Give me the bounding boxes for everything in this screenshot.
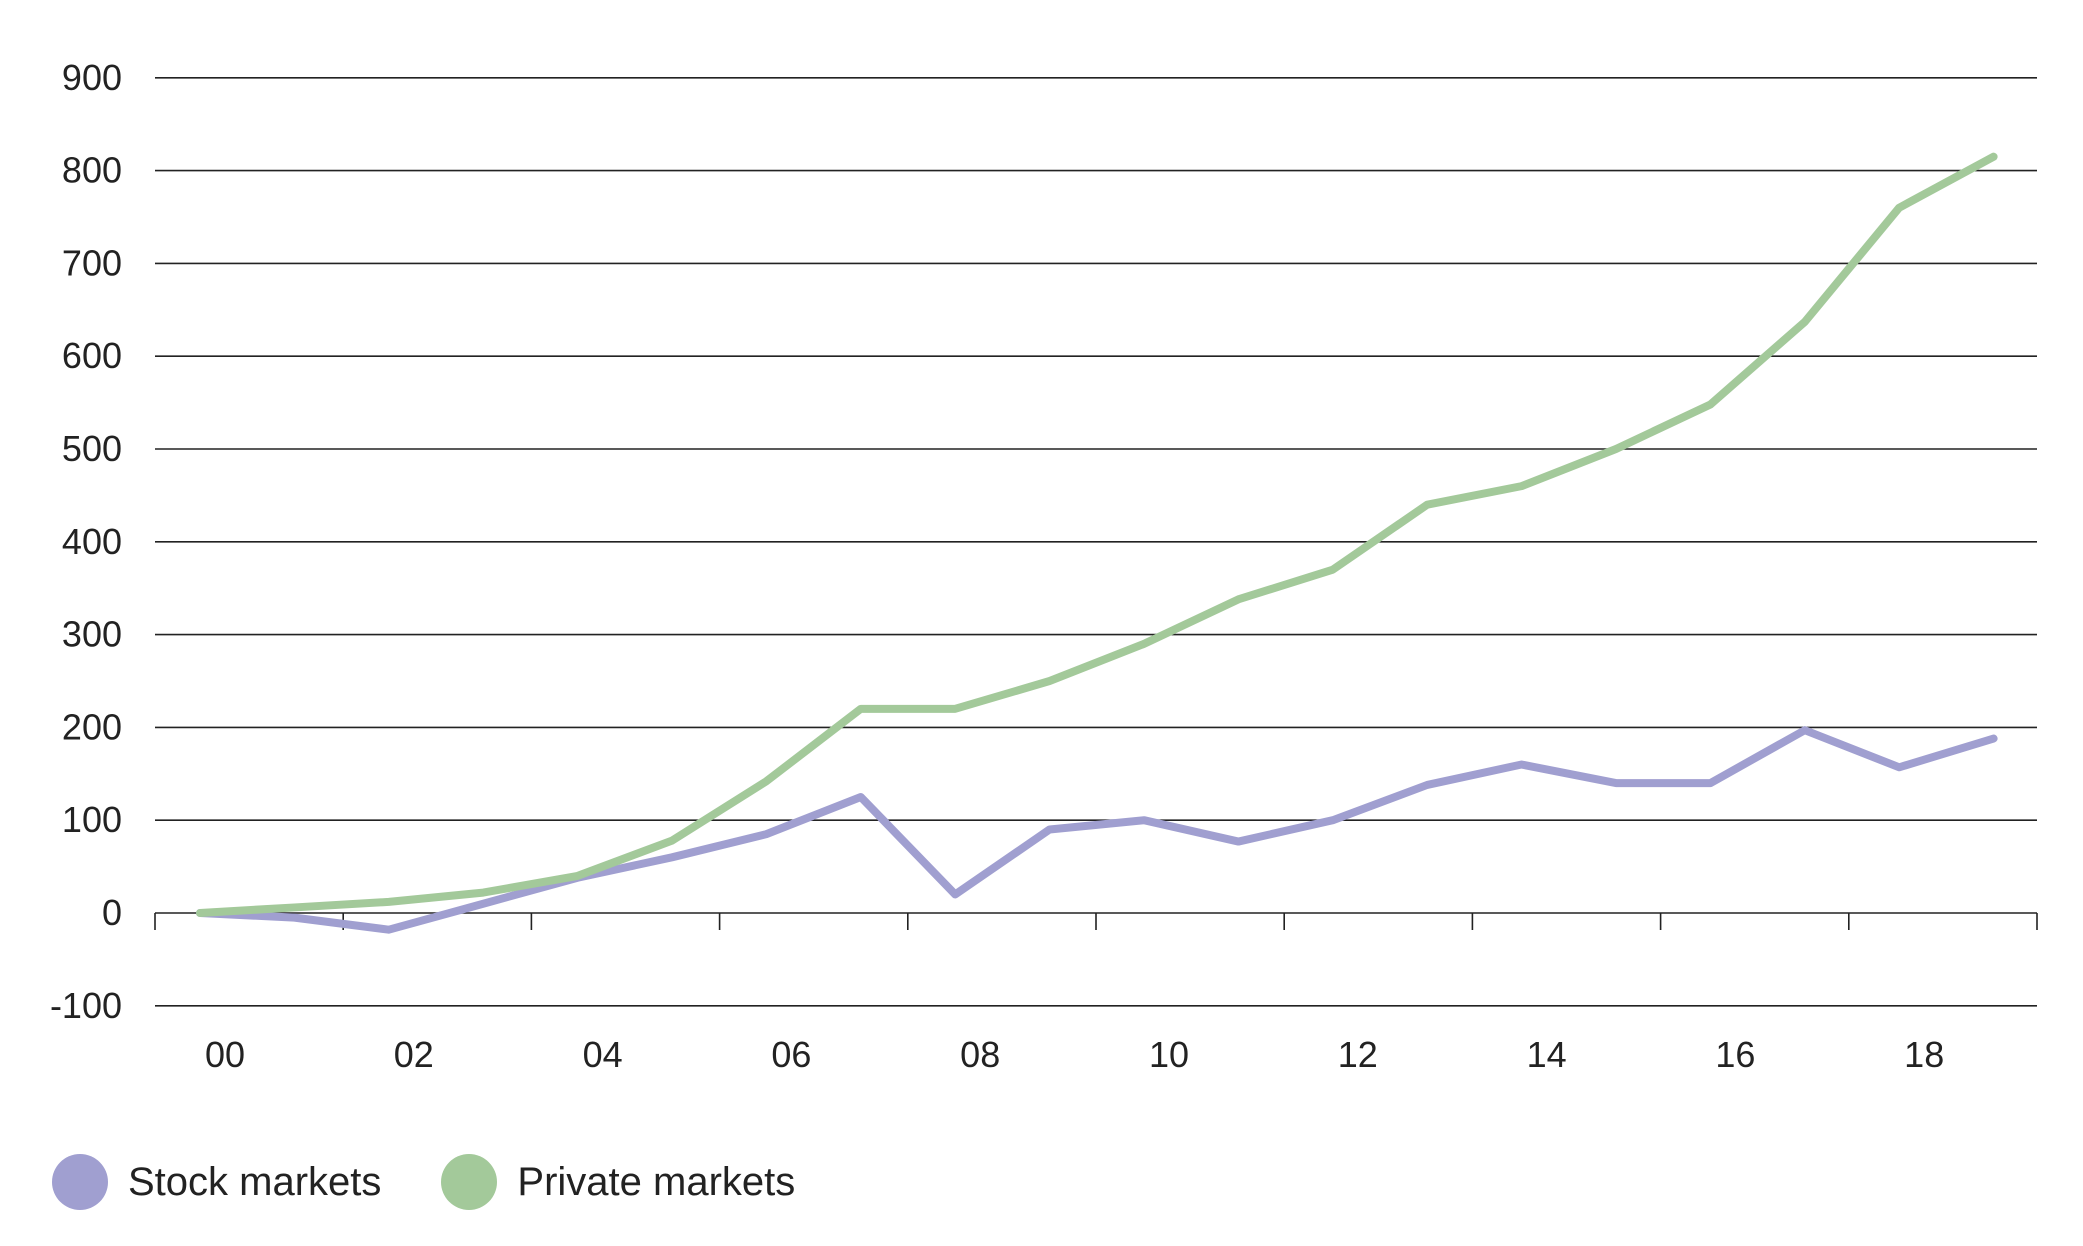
x-tick-label-00: 00 <box>205 1034 245 1075</box>
y-tick-label-600: 600 <box>62 335 122 376</box>
gridlines <box>155 77 2037 1007</box>
legend-item-private-markets: Private markets <box>441 1154 795 1210</box>
y-tick-label-400: 400 <box>62 521 122 562</box>
x-tick-label-04: 04 <box>583 1034 623 1075</box>
x-tick-label-06: 06 <box>771 1034 811 1075</box>
series-line-private-markets <box>196 152 1998 917</box>
y-tick-label-700: 700 <box>62 242 122 283</box>
x-tick-label-14: 14 <box>1527 1034 1567 1075</box>
y-tick-label-800: 800 <box>62 150 122 191</box>
x-tick-label-08: 08 <box>960 1034 1000 1075</box>
series-lines <box>196 152 1998 934</box>
series-line-stock-markets <box>196 726 1998 934</box>
legend: Stock markets Private markets <box>52 1154 855 1210</box>
y-tick-label-900: 900 <box>62 57 122 98</box>
x-axis-labels: 00 02 04 06 08 10 12 14 16 18 <box>205 1034 1944 1075</box>
y-tick-label-300: 300 <box>62 614 122 655</box>
y-axis-labels: -100 0 100 200 300 400 500 600 700 800 900 <box>50 57 122 1026</box>
y-tick-label-200: 200 <box>62 706 122 747</box>
legend-label-private-markets: Private markets <box>517 1159 796 1204</box>
x-tick-label-10: 10 <box>1149 1034 1189 1075</box>
y-tick-label-minus100: -100 <box>50 985 122 1026</box>
legend-swatch-private-markets <box>441 1154 498 1210</box>
y-tick-label-100: 100 <box>62 799 122 840</box>
x-tick-label-02: 02 <box>394 1034 434 1075</box>
legend-label-stock-markets: Stock markets <box>128 1159 382 1204</box>
y-tick-label-500: 500 <box>62 428 122 469</box>
x-tick-label-16: 16 <box>1715 1034 1755 1075</box>
legend-item-stock-markets: Stock markets <box>52 1154 381 1210</box>
y-tick-label-0: 0 <box>102 892 122 933</box>
x-tick-label-18: 18 <box>1904 1034 1944 1075</box>
legend-swatch-stock-markets <box>52 1154 108 1210</box>
x-tick-label-12: 12 <box>1338 1034 1378 1075</box>
